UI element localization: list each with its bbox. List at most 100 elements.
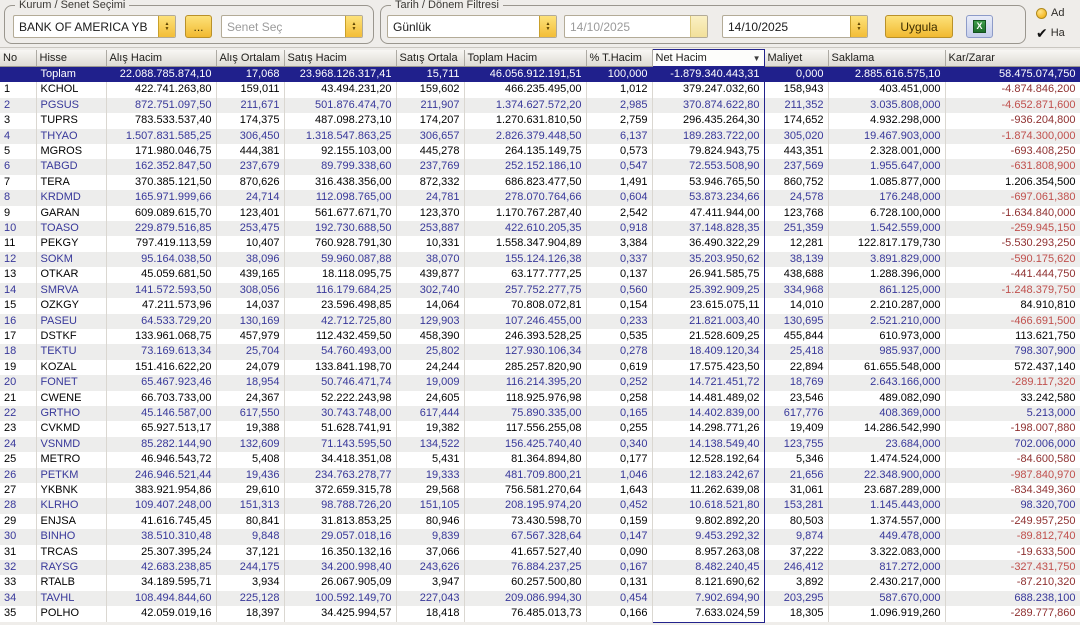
table-cell: 0,918 [586, 221, 653, 237]
column-header-2[interactable]: Alış Hacim [106, 49, 217, 67]
table-row[interactable]: 9 GARAN 609.089.615,70 123,401 561.677.671,7… [0, 205, 1080, 222]
table-row[interactable]: 22 GRTHO 45.146.587,00 617,550 30.743.748,00… [0, 405, 1080, 422]
table-cell: 1.096.919,260 [828, 606, 946, 623]
table-cell: 306,450 [216, 128, 285, 145]
table-row[interactable]: 13 OTKAR 45.059.681,50 439,165 18.118.095,75… [0, 267, 1080, 283]
table-cell: 3.035.808,000 [828, 97, 946, 114]
combo-arrows-icon[interactable]: ▲ ▼ [345, 16, 362, 37]
table-row[interactable]: 5 MGROS 171.980.046,75 444,381 92.155.103,00… [0, 144, 1080, 160]
table-cell: 783.533.537,40 [106, 113, 217, 129]
table-row[interactable]: 31 TRCAS 25.307.395,24 37,121 16.350.132,16 3… [0, 544, 1080, 560]
table-row[interactable]: 1 KCHOL 422.741.263,80 159,011 43.494.231,20… [0, 82, 1080, 98]
table-row[interactable]: 2 PGSUS 872.751.097,50 211,671 501.876.474,7… [0, 97, 1080, 114]
table-cell: 24,605 [396, 390, 465, 406]
table-cell: VSNMD [36, 436, 107, 453]
table-row[interactable]: 20 FONET 65.467.923,46 18,954 50.746.471,74 1… [0, 375, 1080, 391]
table-cell: 225,128 [216, 590, 285, 607]
table-row[interactable]: 27 YKBNK 383.921.954,86 29,610 372.659.315,7… [0, 482, 1080, 499]
table-cell: 617,776 [764, 405, 829, 422]
table-row[interactable]: 34 TAVHL 108.494.844,60 225,128 100.592.149,… [0, 590, 1080, 607]
table-cell: 174,375 [216, 113, 285, 129]
table-cell: -249.957,250 [945, 513, 1080, 530]
total-row[interactable]: Toplam 22.088.785.874,10 17,068 23.968.126.… [0, 66, 1080, 83]
table-cell: 370.874.622,80 [651, 97, 765, 114]
table-row[interactable]: 12 SOKM 95.164.038,50 38,096 59.960.087,88 38… [0, 251, 1080, 268]
table-cell: 0,000 [764, 66, 829, 83]
table-row[interactable]: 6 TABGD 162.352.847,50 237,679 89.799.338,60… [0, 159, 1080, 175]
table-row[interactable]: 35 POLHO 42.059.019,16 18,397 34.425.994,57 1… [0, 606, 1080, 623]
table-row[interactable]: 19 KOZAL 151.416.622,20 24,079 133.841.198,7… [0, 359, 1080, 376]
sort-filter-arrow-icon[interactable]: ▼ [752, 54, 761, 63]
column-header-5[interactable]: Satış Ortala [396, 49, 465, 67]
column-header-6[interactable]: Toplam Hacim [464, 49, 587, 67]
table-cell: 587.670,000 [828, 590, 946, 607]
table-row[interactable]: 4 THYAO 1.507.831.585,25 306,450 1.318.547.8… [0, 128, 1080, 145]
table-row[interactable]: 32 RAYSG 42.683.238,85 244,175 34.200.998,40… [0, 560, 1080, 576]
stock-select-combobox[interactable]: Senet Seç ▲ ▼ [221, 15, 363, 38]
excel-export-button[interactable]: X [966, 15, 993, 38]
table-cell: 26 [0, 467, 37, 483]
table-row[interactable]: 11 PEKGY 797.419.113,59 10,407 760.928.791,3… [0, 236, 1080, 252]
table-row[interactable]: 21 CWENE 66.703.733,00 24,367 52.222.243,98 2… [0, 390, 1080, 406]
date-spinner-icon[interactable]: ▲ ▼ [850, 16, 867, 37]
column-header-1[interactable]: Hisse [36, 49, 107, 67]
table-cell: 23,546 [764, 390, 829, 406]
combo-arrows-icon[interactable]: ▲ ▼ [539, 16, 556, 37]
table-cell: 481.709.800,21 [464, 467, 587, 483]
table-cell: DSTKF [36, 328, 107, 345]
column-header-11[interactable]: Kar/Zarar [945, 49, 1080, 67]
table-cell: 162.352.847,50 [106, 159, 217, 175]
table-row[interactable]: 17 DSTKF 133.961.068,75 457,979 112.432.459,… [0, 328, 1080, 345]
institution-combobox[interactable]: BANK OF AMERICA YB ▲ ▼ [13, 15, 176, 38]
radio-icon[interactable] [1036, 7, 1047, 19]
checkbox-checked-icon[interactable]: ✔ [1036, 25, 1048, 41]
table-cell: 25,704 [216, 344, 285, 360]
table-cell: 30 [0, 529, 37, 545]
table-row[interactable]: 29 ENJSA 41.616.745,45 80,841 31.813.853,25 8… [0, 513, 1080, 530]
table-cell: 11.262.639,08 [651, 482, 765, 499]
column-header-7[interactable]: % T.Hacim [586, 49, 653, 67]
table-row[interactable]: 24 VSNMD 85.282.144,90 132,609 71.143.595,50… [0, 436, 1080, 453]
column-header-0[interactable]: No [0, 49, 37, 67]
table-row[interactable]: 3 TUPRS 783.533.537,40 174,375 487.098.273,1… [0, 113, 1080, 129]
table-cell: 13 [0, 267, 37, 283]
table-cell: 108.494.844,60 [106, 590, 217, 607]
table-row[interactable]: 18 TEKTU 73.169.613,34 25,704 54.760.493,00 2… [0, 344, 1080, 360]
period-combobox[interactable]: Günlük ▲ ▼ [387, 15, 557, 38]
table-cell: 4.932.298,000 [828, 113, 946, 129]
date-to-field[interactable]: 14/10/2025 ▲ ▼ [722, 15, 868, 38]
display-mode-options: Ad ✔ Ha [1036, 3, 1080, 43]
apply-button[interactable]: Uygula [885, 15, 953, 38]
date-from-field[interactable]: 14/10/2025 ▲▼ [564, 15, 708, 38]
table-row[interactable]: 10 TOASO 229.879.516,85 253,475 192.730.688,… [0, 221, 1080, 237]
table-cell: 9.802.892,20 [651, 513, 765, 530]
table-cell: 334,968 [764, 282, 829, 299]
table-cell: 123,370 [396, 205, 465, 222]
table-cell: 5,346 [764, 452, 829, 468]
table-cell: 3 [0, 113, 37, 129]
column-header-9[interactable]: Maliyet [764, 49, 829, 67]
table-cell: 285.257.820,90 [464, 359, 587, 376]
table-row[interactable]: 26 PETKM 246.946.521,44 19,436 234.763.278,7… [0, 467, 1080, 483]
table-row[interactable]: 16 PASEU 64.533.729,20 130,169 42.712.725,80… [0, 313, 1080, 329]
table-cell: -1.874.300,000 [945, 128, 1080, 145]
column-header-3[interactable]: Alış Ortalam [216, 49, 285, 67]
table-row[interactable]: 8 KRDMD 165.971.999,66 24,714 112.098.765,00… [0, 190, 1080, 206]
table-row[interactable]: 33 RTALB 34.189.595,71 3,934 26.067.905,09 3,… [0, 575, 1080, 591]
column-header-10[interactable]: Saklama [828, 49, 946, 67]
table-row[interactable]: 15 OZKGY 47.211.573,96 14,037 23.596.498,85 1… [0, 298, 1080, 314]
table-row[interactable]: 23 CVKMD 65.927.513,17 19,388 51.628.741,91 1… [0, 421, 1080, 437]
column-header-8[interactable]: Net Hacim ▼ [651, 49, 765, 67]
table-row[interactable]: 28 KLRHO 109.407.248,00 151,313 98.788.726,2… [0, 498, 1080, 514]
radio-option-row[interactable]: Ad [1036, 3, 1080, 23]
more-button[interactable]: ... [185, 15, 212, 38]
table-cell: 19,388 [216, 421, 285, 437]
table-row[interactable]: 25 METRO 46.946.543,72 5,408 34.418.351,08 5,… [0, 452, 1080, 468]
table-row[interactable]: 30 BINHO 38.510.310,48 9,848 29.057.018,16 9,… [0, 529, 1080, 545]
checkbox-option-row[interactable]: ✔ Ha [1036, 23, 1080, 43]
table-row[interactable]: 7 TERA 370.385.121,50 870,626 316.438.356,00… [0, 174, 1080, 191]
combo-arrows-icon[interactable]: ▲ ▼ [158, 16, 175, 37]
table-cell: 73.430.598,70 [464, 513, 587, 530]
column-header-4[interactable]: Satış Hacim [284, 49, 397, 67]
table-row[interactable]: 14 SMRVA 141.572.593,50 308,056 116.179.684,… [0, 282, 1080, 299]
